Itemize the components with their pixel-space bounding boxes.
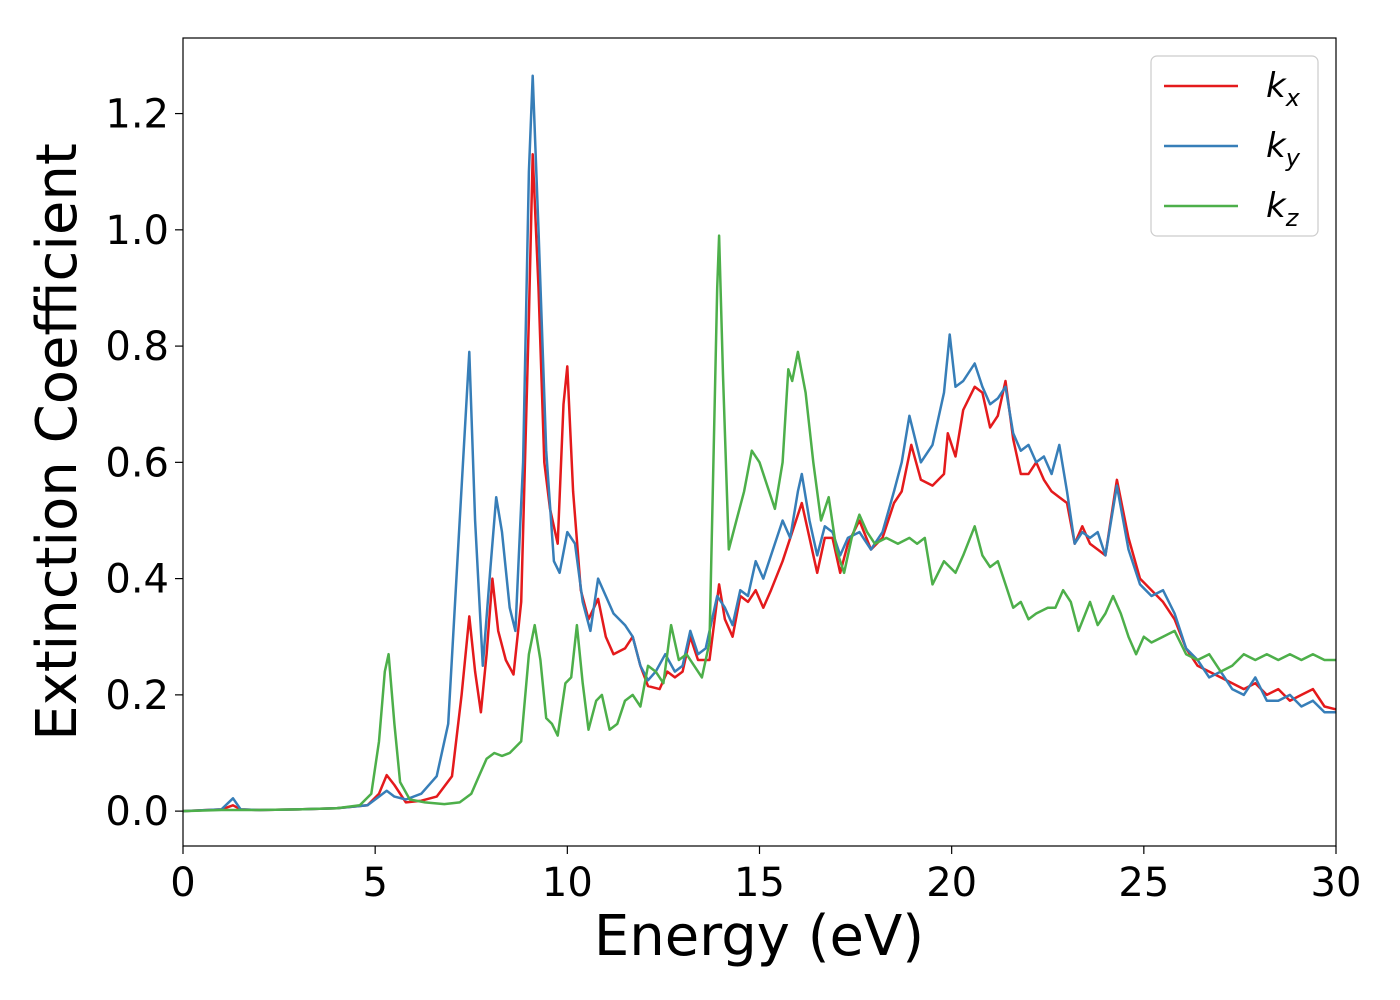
legend-label-base: k bbox=[1266, 66, 1287, 106]
x-tick-label: 10 bbox=[542, 860, 593, 906]
legend-label: ky bbox=[1266, 126, 1301, 172]
x-tick-label: 30 bbox=[1311, 860, 1362, 906]
series-group bbox=[183, 74, 1336, 813]
legend-label-base: k bbox=[1266, 126, 1287, 166]
y-tick-label: 0.8 bbox=[105, 324, 169, 370]
legend-item-k-x: kx bbox=[1164, 66, 1301, 112]
y-tick-label: 1.2 bbox=[105, 92, 169, 138]
x-tick-label: 5 bbox=[362, 860, 387, 906]
legend-label: kx bbox=[1266, 66, 1301, 112]
y-tick-label: 1.0 bbox=[105, 208, 169, 254]
y-tick-label: 0.0 bbox=[105, 789, 169, 835]
legend-label-subscript: x bbox=[1285, 84, 1301, 112]
y-axis: 0.0 0.2 0.4 0.6 0.8 1.0 1.2 bbox=[105, 92, 183, 835]
y-tick-label: 0.4 bbox=[105, 557, 169, 603]
y-tick-label: 0.6 bbox=[105, 440, 169, 486]
x-axis: 0 5 10 15 20 25 30 bbox=[170, 846, 1361, 906]
series-line-k-x bbox=[183, 153, 1336, 813]
legend-label-base: k bbox=[1266, 186, 1287, 226]
legend-label-subscript: y bbox=[1285, 144, 1301, 172]
x-tick-label: 20 bbox=[926, 860, 977, 906]
x-tick-label: 0 bbox=[170, 860, 195, 906]
series-line-k-z bbox=[183, 234, 1336, 813]
x-axis-label: Energy (eV) bbox=[594, 904, 924, 969]
legend-label: kz bbox=[1266, 186, 1300, 232]
legend-item-k-y: ky bbox=[1164, 126, 1301, 172]
legend-item-k-z: kz bbox=[1164, 186, 1300, 232]
legend-label-subscript: z bbox=[1285, 204, 1300, 232]
y-axis-label: Extinction Coefficient bbox=[25, 143, 90, 741]
x-tick-label: 25 bbox=[1118, 860, 1169, 906]
y-tick-label: 0.2 bbox=[105, 673, 169, 719]
x-tick-label: 15 bbox=[734, 860, 785, 906]
series-line-k-y bbox=[183, 74, 1336, 813]
